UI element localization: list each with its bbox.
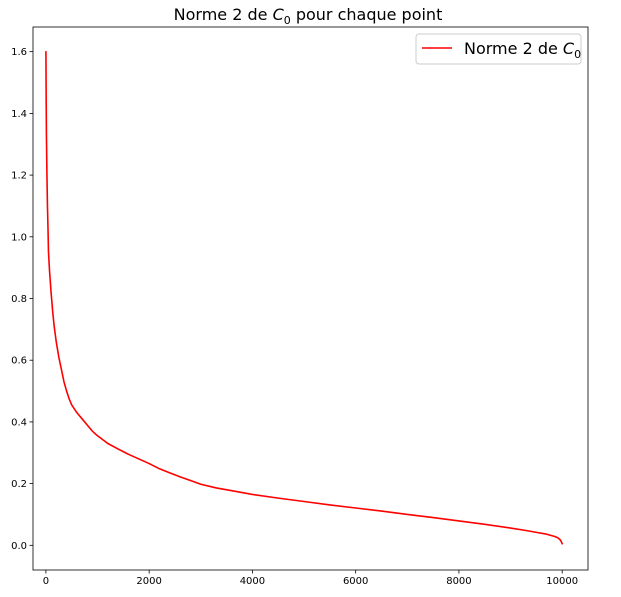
x-tick-label: 0 (43, 576, 49, 587)
legend-label-main: Norme 2 de (464, 39, 563, 58)
legend-label: Norme 2 de C0 (464, 39, 581, 61)
y-tick-label: 0.8 (11, 294, 27, 305)
chart-title-variable: C (273, 5, 285, 24)
y-tick-label: 1.0 (11, 232, 27, 243)
legend-label-variable: C (563, 39, 575, 58)
chart-title-main: Norme 2 de (174, 5, 273, 24)
chart-title: Norme 2 de C0 pour chaque point (174, 5, 443, 27)
x-tick-label: 10000 (546, 576, 578, 587)
y-tick-label: 0.2 (11, 479, 27, 490)
plot-area-frame (32, 26, 589, 571)
y-tick-label: 1.6 (11, 47, 27, 58)
x-tick-label: 4000 (240, 576, 265, 587)
x-tick-label: 8000 (446, 576, 471, 587)
y-axis-ticks: 0.0 0.2 0.4 0.6 0.8 1.0 1.2 1.4 1.6 (11, 47, 33, 552)
series-line-norme-2 (45, 50, 563, 545)
legend-box (415, 33, 582, 65)
chart-title-tail: pour chaque point (291, 5, 443, 24)
y-tick-label: 0.0 (11, 541, 27, 552)
legend-label-subscript: 0 (574, 48, 581, 61)
y-tick-label: 1.4 (11, 109, 27, 120)
y-tick-label: 1.2 (11, 171, 27, 182)
legend: Norme 2 de C0 (415, 33, 582, 65)
y-tick-label: 0.4 (11, 417, 27, 428)
chart-title-subscript: 0 (284, 14, 291, 27)
x-tick-label: 6000 (343, 576, 368, 587)
x-axis-ticks: 0 2000 4000 6000 8000 10000 (43, 570, 578, 587)
x-tick-label: 2000 (136, 576, 161, 587)
y-tick-label: 0.6 (11, 356, 27, 367)
